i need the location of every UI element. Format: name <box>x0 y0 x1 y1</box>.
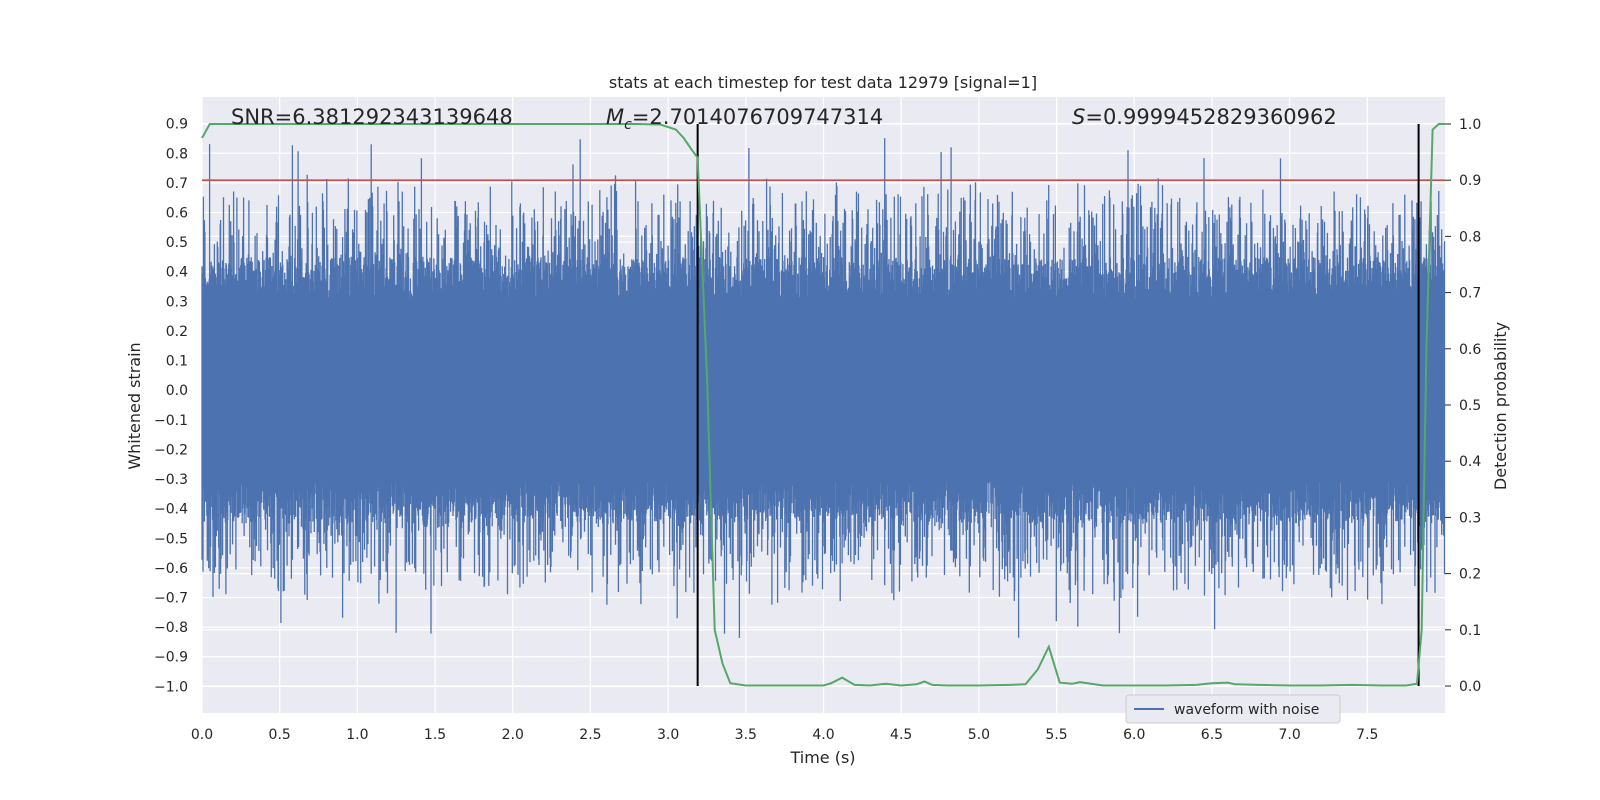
y-tick-label: −0.1 <box>154 413 188 429</box>
score-annotation: S=0.9999452829360962 <box>1072 105 1337 129</box>
y2-tick-label: 0.7 <box>1459 286 1481 302</box>
y2-tick-label: 0.0 <box>1459 679 1481 695</box>
x-tick-label: 1.0 <box>346 727 368 743</box>
y-tick-label: 0.8 <box>166 146 188 162</box>
y-tick-label: 0.3 <box>166 294 188 310</box>
x-tick-label: 0.0 <box>191 727 213 743</box>
chirp-mass-subscript: c <box>624 117 632 133</box>
x-tick-label: 2.0 <box>502 727 524 743</box>
chart-title: stats at each timestep for test data 129… <box>609 73 1037 92</box>
y-tick-label: 0.6 <box>166 206 188 222</box>
x-tick-labels: 0.0 0.5 1.0 1.5 2.0 2.5 3.0 3.5 4.0 4.5 5.0 5.5 6.0 6… <box>191 727 1379 743</box>
y-tick-label: −0.8 <box>154 620 188 636</box>
y2-tick-label: 1.0 <box>1459 117 1481 133</box>
vertical-markers <box>696 123 1420 687</box>
y-tick-label: −0.9 <box>154 650 188 666</box>
y2-tick-label: 0.3 <box>1459 510 1481 526</box>
y-tick-label: −0.2 <box>154 442 188 458</box>
chirp-mass-value: =2.7014076709747314 <box>632 105 883 129</box>
x-tick-label: 7.5 <box>1356 727 1378 743</box>
waveform-spikes <box>201 138 1446 638</box>
waveform-series <box>201 138 1446 638</box>
y2-tick-label: 0.6 <box>1459 342 1481 358</box>
y-tick-label: −0.5 <box>154 531 188 547</box>
x-tick-label: 2.5 <box>579 727 601 743</box>
y2-tick-label: 0.1 <box>1459 623 1481 639</box>
legend-label: waveform with noise <box>1174 702 1319 718</box>
chirp-mass-annotation: Mc=2.7014076709747314 <box>606 105 883 133</box>
x-tick-label: 3.0 <box>657 727 679 743</box>
y2-tick-label: 0.5 <box>1459 398 1481 414</box>
y-tick-label: −0.7 <box>154 591 188 607</box>
x-tick-label: 6.0 <box>1123 727 1145 743</box>
y-tick-label: 0.1 <box>166 354 188 370</box>
x-tick-label: 6.5 <box>1201 727 1223 743</box>
score-symbol: S <box>1072 105 1085 129</box>
detection-probability-line <box>201 123 1445 687</box>
x-tick-label: 5.0 <box>968 727 990 743</box>
x-tick-label: 1.5 <box>424 727 446 743</box>
y-tick-label: 0.9 <box>166 117 188 133</box>
y2-tick-label: 0.8 <box>1459 229 1481 245</box>
y-tick-label: −0.6 <box>154 561 188 577</box>
legend: waveform with noise <box>1125 694 1341 724</box>
y-tick-label: 0.0 <box>166 383 188 399</box>
y2-tick-label: 0.4 <box>1459 454 1481 470</box>
x-tick-label: 3.5 <box>735 727 757 743</box>
x-axis-label: Time (s) <box>789 748 855 767</box>
y-tick-label: −0.4 <box>154 502 188 518</box>
x-tick-label: 5.5 <box>1045 727 1067 743</box>
x-tick-label: 7.0 <box>1278 727 1300 743</box>
score-value: =0.9999452829360962 <box>1085 105 1336 129</box>
y-tick-label: 0.7 <box>166 176 188 192</box>
y2-axis-label: Detection probability <box>1491 322 1510 490</box>
y-tick-label: 0.4 <box>166 265 188 281</box>
chirp-mass-symbol: M <box>606 105 624 129</box>
x-tick-label: 0.5 <box>269 727 291 743</box>
y-tick-labels: 0.9 0.8 0.7 0.6 0.5 0.4 0.3 0.2 0.1 0.0 −0.1 −0.2 −0… <box>154 117 188 696</box>
y-axis-label: Whitened strain <box>125 342 144 469</box>
x-tick-label: 4.0 <box>812 727 834 743</box>
snr-annotation: SNR=6.381292343139648 <box>231 105 513 129</box>
y-tick-label: 0.2 <box>166 324 188 340</box>
y-tick-label: −1.0 <box>154 679 188 695</box>
y-tick-label: −0.3 <box>154 472 188 488</box>
legend-box <box>1125 694 1341 724</box>
y2-tick-labels: 1.0 0.9 0.8 0.7 0.6 0.5 0.4 0.3 0.2 0.1 0.0 <box>1445 117 1481 695</box>
y2-tick-label: 0.2 <box>1459 567 1481 583</box>
y2-tick-label: 0.9 <box>1459 173 1481 189</box>
x-tick-label: 4.5 <box>890 727 912 743</box>
y-tick-label: 0.5 <box>166 235 188 251</box>
